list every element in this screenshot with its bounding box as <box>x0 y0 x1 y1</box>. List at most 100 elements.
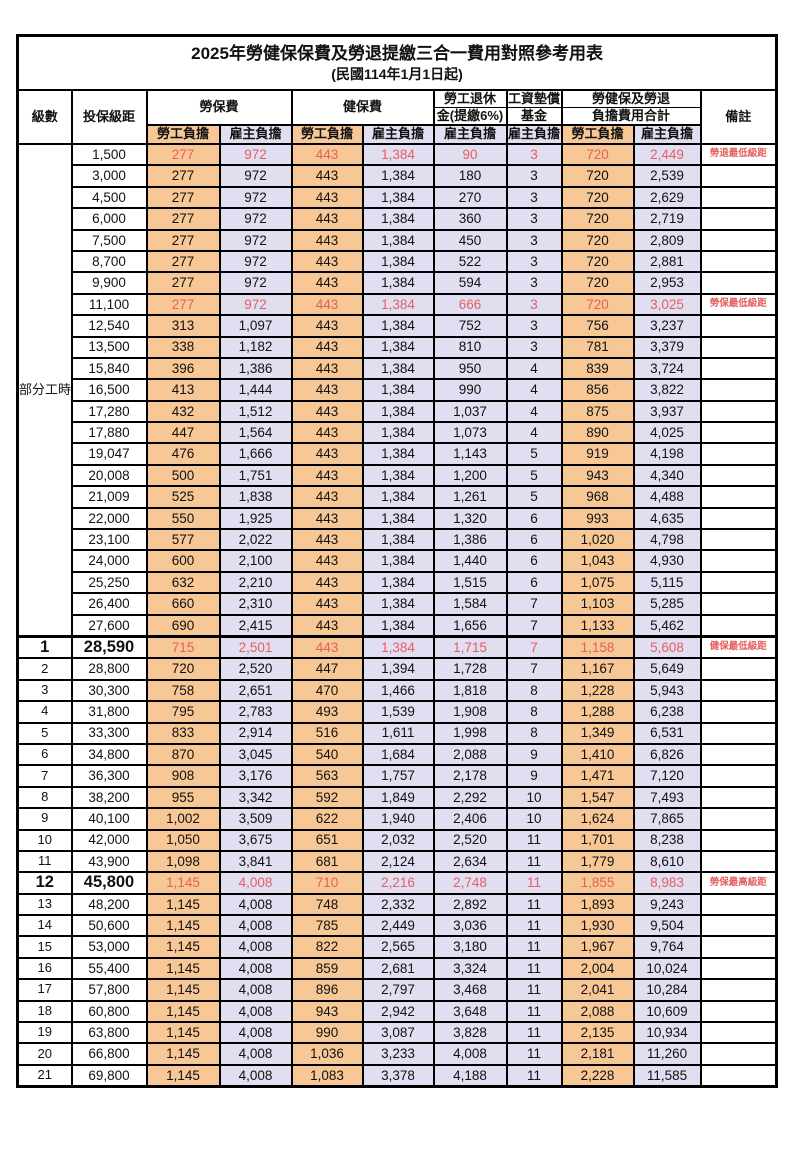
health-employer-cell: 1,466 <box>361 678 435 703</box>
bracket-cell: 50,600 <box>70 914 148 938</box>
wage-fund-employer-cell: 11 <box>505 828 563 852</box>
pension-employer-cell: 1,261 <box>432 485 508 509</box>
bracket-cell: 57,800 <box>70 978 148 1002</box>
health-employee-cell: 443 <box>290 634 364 660</box>
labor-employer-cell: 2,100 <box>218 549 293 573</box>
bracket-cell: 16,500 <box>70 378 148 402</box>
total-employer-cell: 8,983 <box>632 871 702 895</box>
total-employee-cell: 919 <box>560 442 635 466</box>
level-cell: 1 <box>16 634 73 660</box>
labor-employee-cell: 277 <box>145 207 221 231</box>
total-employer-cell: 4,635 <box>632 506 702 531</box>
level-cell: 12 <box>16 871 73 895</box>
table-row: 18 60,800 1,145 4,008 943 2,942 3,648 11 2,088 10… <box>16 999 778 1024</box>
health-employer-cell: 1,384 <box>361 485 435 509</box>
labor-employer-cell: 2,520 <box>218 657 293 681</box>
total-employer-cell: 2,719 <box>632 207 702 231</box>
health-employee-cell: 563 <box>290 764 364 788</box>
table-row: 6,000 277 972 443 1,384 360 3 720 2,719 <box>18 207 778 231</box>
labor-employee-cell: 833 <box>145 721 221 745</box>
total-employee-cell: 1,930 <box>560 914 635 938</box>
health-employer-cell: 1,384 <box>361 228 435 252</box>
wage-fund-employer-cell: 7 <box>505 657 563 681</box>
pension-employer-cell: 1,073 <box>432 421 508 445</box>
health-employer-cell: 1,611 <box>361 721 435 745</box>
labor-employer-cell: 1,097 <box>218 314 293 338</box>
remark-cell <box>699 892 778 917</box>
labor-employer-cell: 4,008 <box>218 914 293 938</box>
wage-fund-employer-cell: 11 <box>505 956 563 981</box>
remark-cell <box>699 807 778 831</box>
labor-employer-cell: 2,783 <box>218 700 293 724</box>
table-row: 3,000 277 972 443 1,384 180 3 720 2,539 <box>18 164 778 188</box>
bracket-cell: 55,400 <box>70 956 148 981</box>
remark-cell <box>699 528 778 552</box>
total-employee-cell: 720 <box>560 207 635 231</box>
wage-fund-employer-cell: 3 <box>505 271 563 295</box>
remark-cell: 勞保最高級距 <box>699 871 778 895</box>
level-cell: 11 <box>16 849 73 874</box>
table-row: 5 33,300 833 2,914 516 1,611 1,998 8 1,349 6,531 <box>16 721 778 745</box>
table-row: 15 53,000 1,145 4,008 822 2,565 3,180 11 1,967 9,… <box>16 935 778 959</box>
total-employee-cell: 1,043 <box>560 549 635 573</box>
labor-employee-cell: 870 <box>145 742 221 767</box>
labor-employee-cell: 1,145 <box>145 1042 221 1066</box>
wage-fund-employer-cell: 3 <box>505 207 563 231</box>
health-employer-cell: 2,797 <box>361 978 435 1002</box>
bracket-cell: 12,540 <box>70 314 148 338</box>
remark-cell <box>699 657 778 681</box>
bracket-cell: 25,250 <box>70 570 148 595</box>
table-row: 2 28,800 720 2,520 447 1,394 1,728 7 1,167 5,649 <box>16 657 778 681</box>
wage-fund-employer-cell: 7 <box>505 592 563 616</box>
total-employee-cell: 1,288 <box>560 700 635 724</box>
subheader-pension-employer: 雇主負擔 <box>432 124 508 145</box>
level-cell: 3 <box>16 678 73 703</box>
labor-employee-cell: 632 <box>145 570 221 595</box>
total-employer-cell: 6,531 <box>632 721 702 745</box>
remark-cell <box>699 785 778 810</box>
remark-cell <box>699 549 778 573</box>
bracket-cell: 26,400 <box>70 592 148 616</box>
total-employee-cell: 720 <box>560 249 635 274</box>
title-row: 2025年勞健保保費及勞退提繳三合一費用對照參考用表 (民國114年1月1日起) <box>16 34 778 91</box>
wage-fund-employer-cell: 11 <box>505 871 563 895</box>
level-cell: 2 <box>16 657 73 681</box>
wage-fund-employer-cell: 7 <box>505 634 563 660</box>
labor-employee-cell: 1,145 <box>145 956 221 981</box>
pension-employer-cell: 522 <box>432 249 508 274</box>
labor-employee-cell: 1,145 <box>145 935 221 959</box>
table-row: 16,500 413 1,444 443 1,384 990 4 856 3,822 <box>18 378 778 402</box>
health-employee-cell: 622 <box>290 807 364 831</box>
wage-fund-employer-cell: 5 <box>505 463 563 488</box>
table-row: 11 43,900 1,098 3,841 681 2,124 2,634 11 1,779 8,… <box>16 849 778 874</box>
labor-employee-cell: 313 <box>145 314 221 338</box>
total-employee-cell: 720 <box>560 292 635 317</box>
pension-employer-cell: 2,634 <box>432 849 508 874</box>
total-employee-cell: 890 <box>560 421 635 445</box>
level-cell: 21 <box>16 1063 73 1088</box>
labor-employer-cell: 3,841 <box>218 849 293 874</box>
labor-employee-cell: 476 <box>145 442 221 466</box>
health-employer-cell: 1,757 <box>361 764 435 788</box>
wage-fund-employer-cell: 4 <box>505 399 563 424</box>
labor-employer-cell: 2,310 <box>218 592 293 616</box>
col-header-labor-fee: 勞保費 <box>145 89 293 126</box>
table-row: 11,100 277 972 443 1,384 666 3 720 3,025 勞保最低級距 <box>18 292 778 317</box>
health-employee-cell: 681 <box>290 849 364 874</box>
labor-employer-cell: 4,008 <box>218 956 293 981</box>
wage-fund-employer-cell: 3 <box>505 314 563 338</box>
bracket-cell: 6,000 <box>70 207 148 231</box>
table-row: 9 40,100 1,002 3,509 622 1,940 2,406 10 1,624 7,8… <box>16 807 778 831</box>
remark-cell <box>699 399 778 424</box>
labor-employer-cell: 1,444 <box>218 378 293 402</box>
labor-employer-cell: 1,512 <box>218 399 293 424</box>
bracket-cell: 8,700 <box>70 249 148 274</box>
health-employee-cell: 748 <box>290 892 364 917</box>
remark-cell <box>699 164 778 188</box>
bracket-cell: 40,100 <box>70 807 148 831</box>
table-row: 21,009 525 1,838 443 1,384 1,261 5 968 4,488 <box>18 485 778 509</box>
health-employer-cell: 1,940 <box>361 807 435 831</box>
total-employer-cell: 8,238 <box>632 828 702 852</box>
labor-employee-cell: 660 <box>145 592 221 616</box>
health-employer-cell: 3,233 <box>361 1042 435 1066</box>
